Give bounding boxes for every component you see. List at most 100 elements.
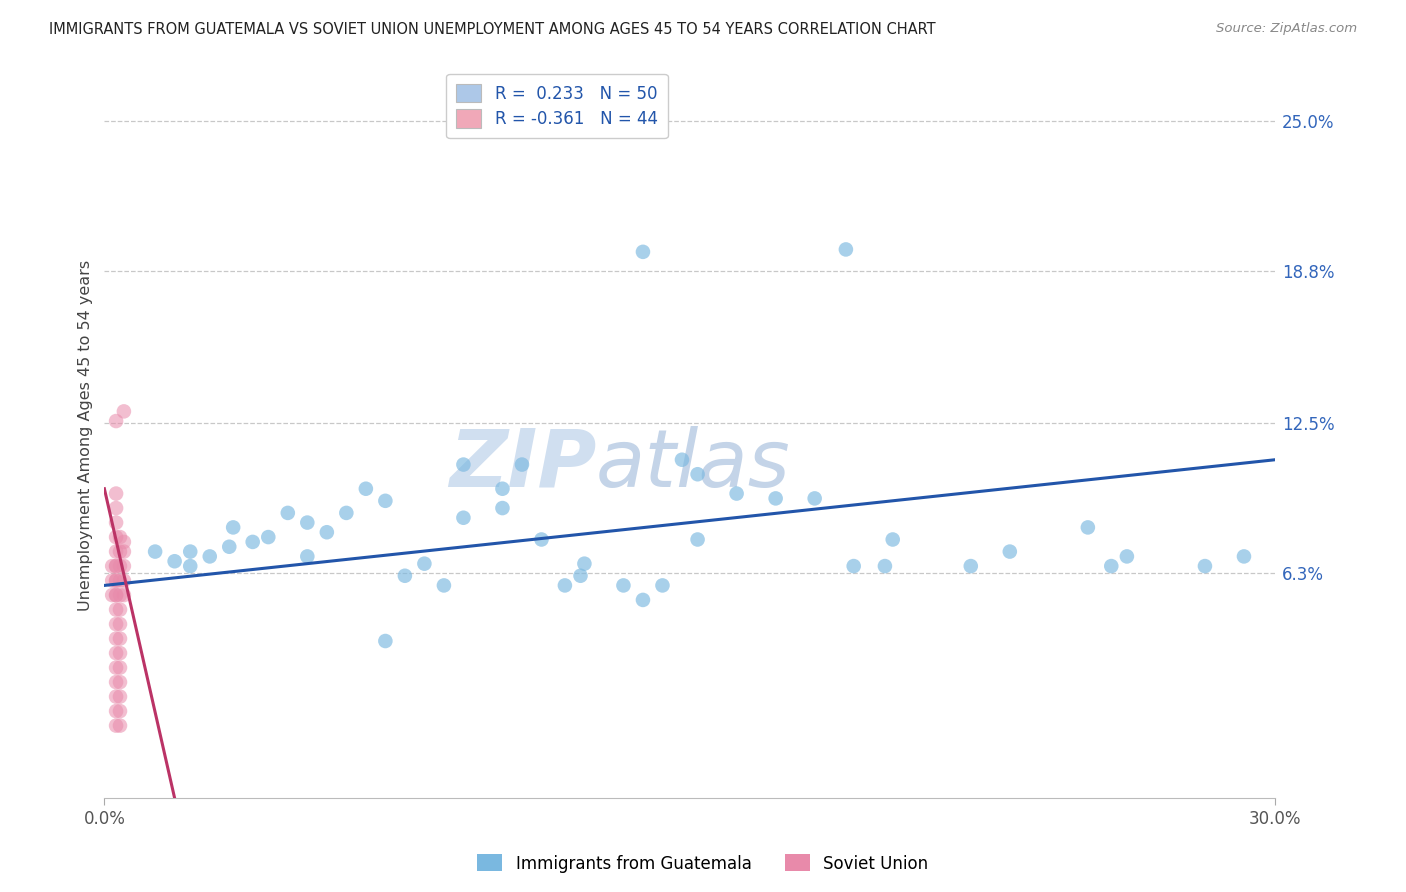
Point [873,559,896,574]
Point [143,544,166,558]
Point [105,588,128,602]
Point [1077,520,1099,534]
Point [374,634,396,648]
Point [112,404,135,418]
Point [374,493,396,508]
Point [882,533,904,547]
Point [105,660,128,674]
Point [108,602,131,616]
Point [108,588,131,602]
Point [574,557,596,571]
Point [631,593,654,607]
Point [108,632,131,646]
Point [554,578,576,592]
Text: atlas: atlas [596,425,790,504]
Point [105,675,128,690]
Point [765,491,787,506]
Point [198,549,221,564]
Point [105,632,128,646]
Point [671,452,693,467]
Point [105,617,128,632]
Point [433,578,456,592]
Point [315,525,337,540]
Point [105,544,128,558]
Point [510,458,533,472]
Point [1099,559,1122,574]
Point [725,486,748,500]
Point [105,559,128,574]
Point [491,501,513,516]
Point [1194,559,1216,574]
Point [108,704,131,718]
Point [108,559,131,574]
Point [108,530,131,544]
Point [105,718,128,732]
Y-axis label: Unemployment Among Ages 45 to 54 years: Unemployment Among Ages 45 to 54 years [79,260,93,611]
Point [108,718,131,732]
Point [101,574,124,588]
Point [453,458,475,472]
Point [297,549,319,564]
Point [101,559,124,574]
Point [105,602,128,616]
Point [163,554,186,568]
Point [112,535,135,549]
Point [108,690,131,704]
Point [612,578,634,592]
Point [413,557,436,571]
Point [297,516,319,530]
Point [108,675,131,690]
Legend: R =  0.233   N = 50, R = -0.361   N = 44: R = 0.233 N = 50, R = -0.361 N = 44 [446,74,668,138]
Point [105,588,128,602]
Point [530,533,553,547]
Point [222,520,245,534]
Point [112,559,135,574]
Point [105,559,128,574]
Point [179,559,201,574]
Point [105,574,128,588]
Point [105,516,128,530]
Point [335,506,357,520]
Point [569,568,592,582]
Point [631,244,654,259]
Point [105,646,128,660]
Point [218,540,240,554]
Point [1233,549,1256,564]
Point [686,467,709,482]
Point [803,491,825,506]
Point [242,535,264,549]
Point [998,544,1021,558]
Point [257,530,280,544]
Point [105,530,128,544]
Point [105,690,128,704]
Point [112,544,135,558]
Point [105,574,128,588]
Point [686,533,709,547]
Point [453,510,475,524]
Point [959,559,981,574]
Text: IMMIGRANTS FROM GUATEMALA VS SOVIET UNION UNEMPLOYMENT AMONG AGES 45 TO 54 YEARS: IMMIGRANTS FROM GUATEMALA VS SOVIET UNIO… [49,22,936,37]
Point [354,482,377,496]
Point [108,646,131,660]
Point [105,486,128,500]
Point [835,243,858,257]
Point [108,574,131,588]
Point [108,617,131,632]
Legend: Immigrants from Guatemala, Soviet Union: Immigrants from Guatemala, Soviet Union [471,847,935,880]
Point [394,568,416,582]
Point [1115,549,1137,564]
Point [842,559,865,574]
Point [108,544,131,558]
Point [112,574,135,588]
Text: ZIP: ZIP [449,425,596,504]
Point [651,578,673,592]
Point [101,588,124,602]
Point [112,588,135,602]
Point [105,501,128,516]
Point [491,482,513,496]
Point [179,544,201,558]
Text: Source: ZipAtlas.com: Source: ZipAtlas.com [1216,22,1357,36]
Point [277,506,299,520]
Point [105,414,128,428]
Point [105,704,128,718]
